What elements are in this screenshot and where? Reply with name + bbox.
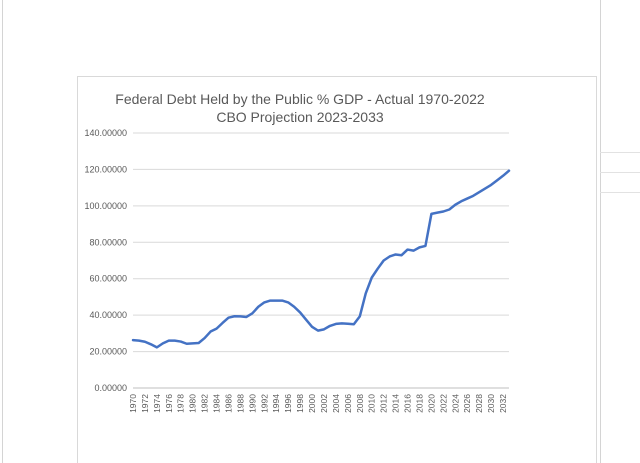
x-tick-label: 2024 — [450, 394, 460, 413]
y-tick-label: 100.00000 — [84, 201, 127, 211]
x-tick-label: 2030 — [486, 394, 496, 413]
x-tick-label: 2020 — [426, 394, 436, 413]
y-tick-label: 80.00000 — [89, 237, 127, 247]
x-tick-label: 1984 — [212, 394, 222, 413]
x-tick-label: 2026 — [462, 394, 472, 413]
chart-title-line-1: Federal Debt Held by the Public % GDP - … — [115, 91, 485, 107]
sheet-gridline-left — [2, 0, 3, 463]
x-tick-label: 1986 — [223, 394, 233, 413]
chart-title-line-2: CBO Projection 2023-2033 — [216, 109, 384, 125]
series-line-debt-pct-gdp — [131, 169, 511, 349]
series-layer — [131, 169, 511, 349]
x-tick-label: 2004 — [331, 394, 341, 413]
x-tick-label: 2014 — [391, 394, 401, 413]
y-tick-label: 40.00000 — [89, 310, 127, 320]
x-tick-label: 2010 — [367, 394, 377, 413]
sheet-gridline-right — [600, 0, 601, 463]
y-tick-label: 120.00000 — [84, 164, 127, 174]
y-tick-label: 0.00000 — [94, 383, 127, 393]
x-tick-label: 2032 — [498, 394, 508, 413]
sheet-gridline-row — [600, 152, 640, 153]
x-tick-label: 1998 — [295, 394, 305, 413]
x-tick-label: 1970 — [128, 394, 138, 413]
x-tick-label: 2028 — [474, 394, 484, 413]
y-tick-label: 140.00000 — [84, 128, 127, 138]
sheet-gridline-row — [600, 172, 640, 173]
x-tick-label: 2002 — [319, 394, 329, 413]
x-tick-label: 2018 — [414, 394, 424, 413]
x-tick-label: 2000 — [307, 394, 317, 413]
x-tick-label: 2016 — [403, 394, 413, 413]
x-tick-label: 1980 — [188, 394, 198, 413]
x-tick-label: 2012 — [379, 394, 389, 413]
gridlines — [133, 132, 509, 389]
x-tick-label: 1994 — [271, 394, 281, 413]
x-tick-label: 1988 — [235, 394, 245, 413]
x-tick-label: 1990 — [247, 394, 257, 413]
y-tick-label: 20.00000 — [89, 347, 127, 357]
x-tick-label: 1972 — [140, 394, 150, 413]
x-tick-label: 1976 — [164, 394, 174, 413]
x-tick-label: 1996 — [283, 394, 293, 413]
x-tick-label: 1982 — [200, 394, 210, 413]
x-tick-label: 2006 — [343, 394, 353, 413]
x-tick-label: 2022 — [438, 394, 448, 413]
y-tick-label: 60.00000 — [89, 274, 127, 284]
x-tick-label: 1974 — [152, 394, 162, 413]
x-tick-label: 1978 — [176, 394, 186, 413]
x-tick-label: 1992 — [259, 394, 269, 413]
x-axis-tick-labels: 1970 1972 1974 1976 1978 1980 1982 1984 1986 1988… — [128, 394, 508, 413]
x-tick-label: 2008 — [355, 394, 365, 413]
sheet-gridline-row — [600, 192, 640, 193]
chart-area[interactable] — [77, 76, 597, 463]
y-axis-tick-labels: 0.00000 20.00000 40.00000 60.00000 80.00000 1… — [84, 128, 127, 393]
